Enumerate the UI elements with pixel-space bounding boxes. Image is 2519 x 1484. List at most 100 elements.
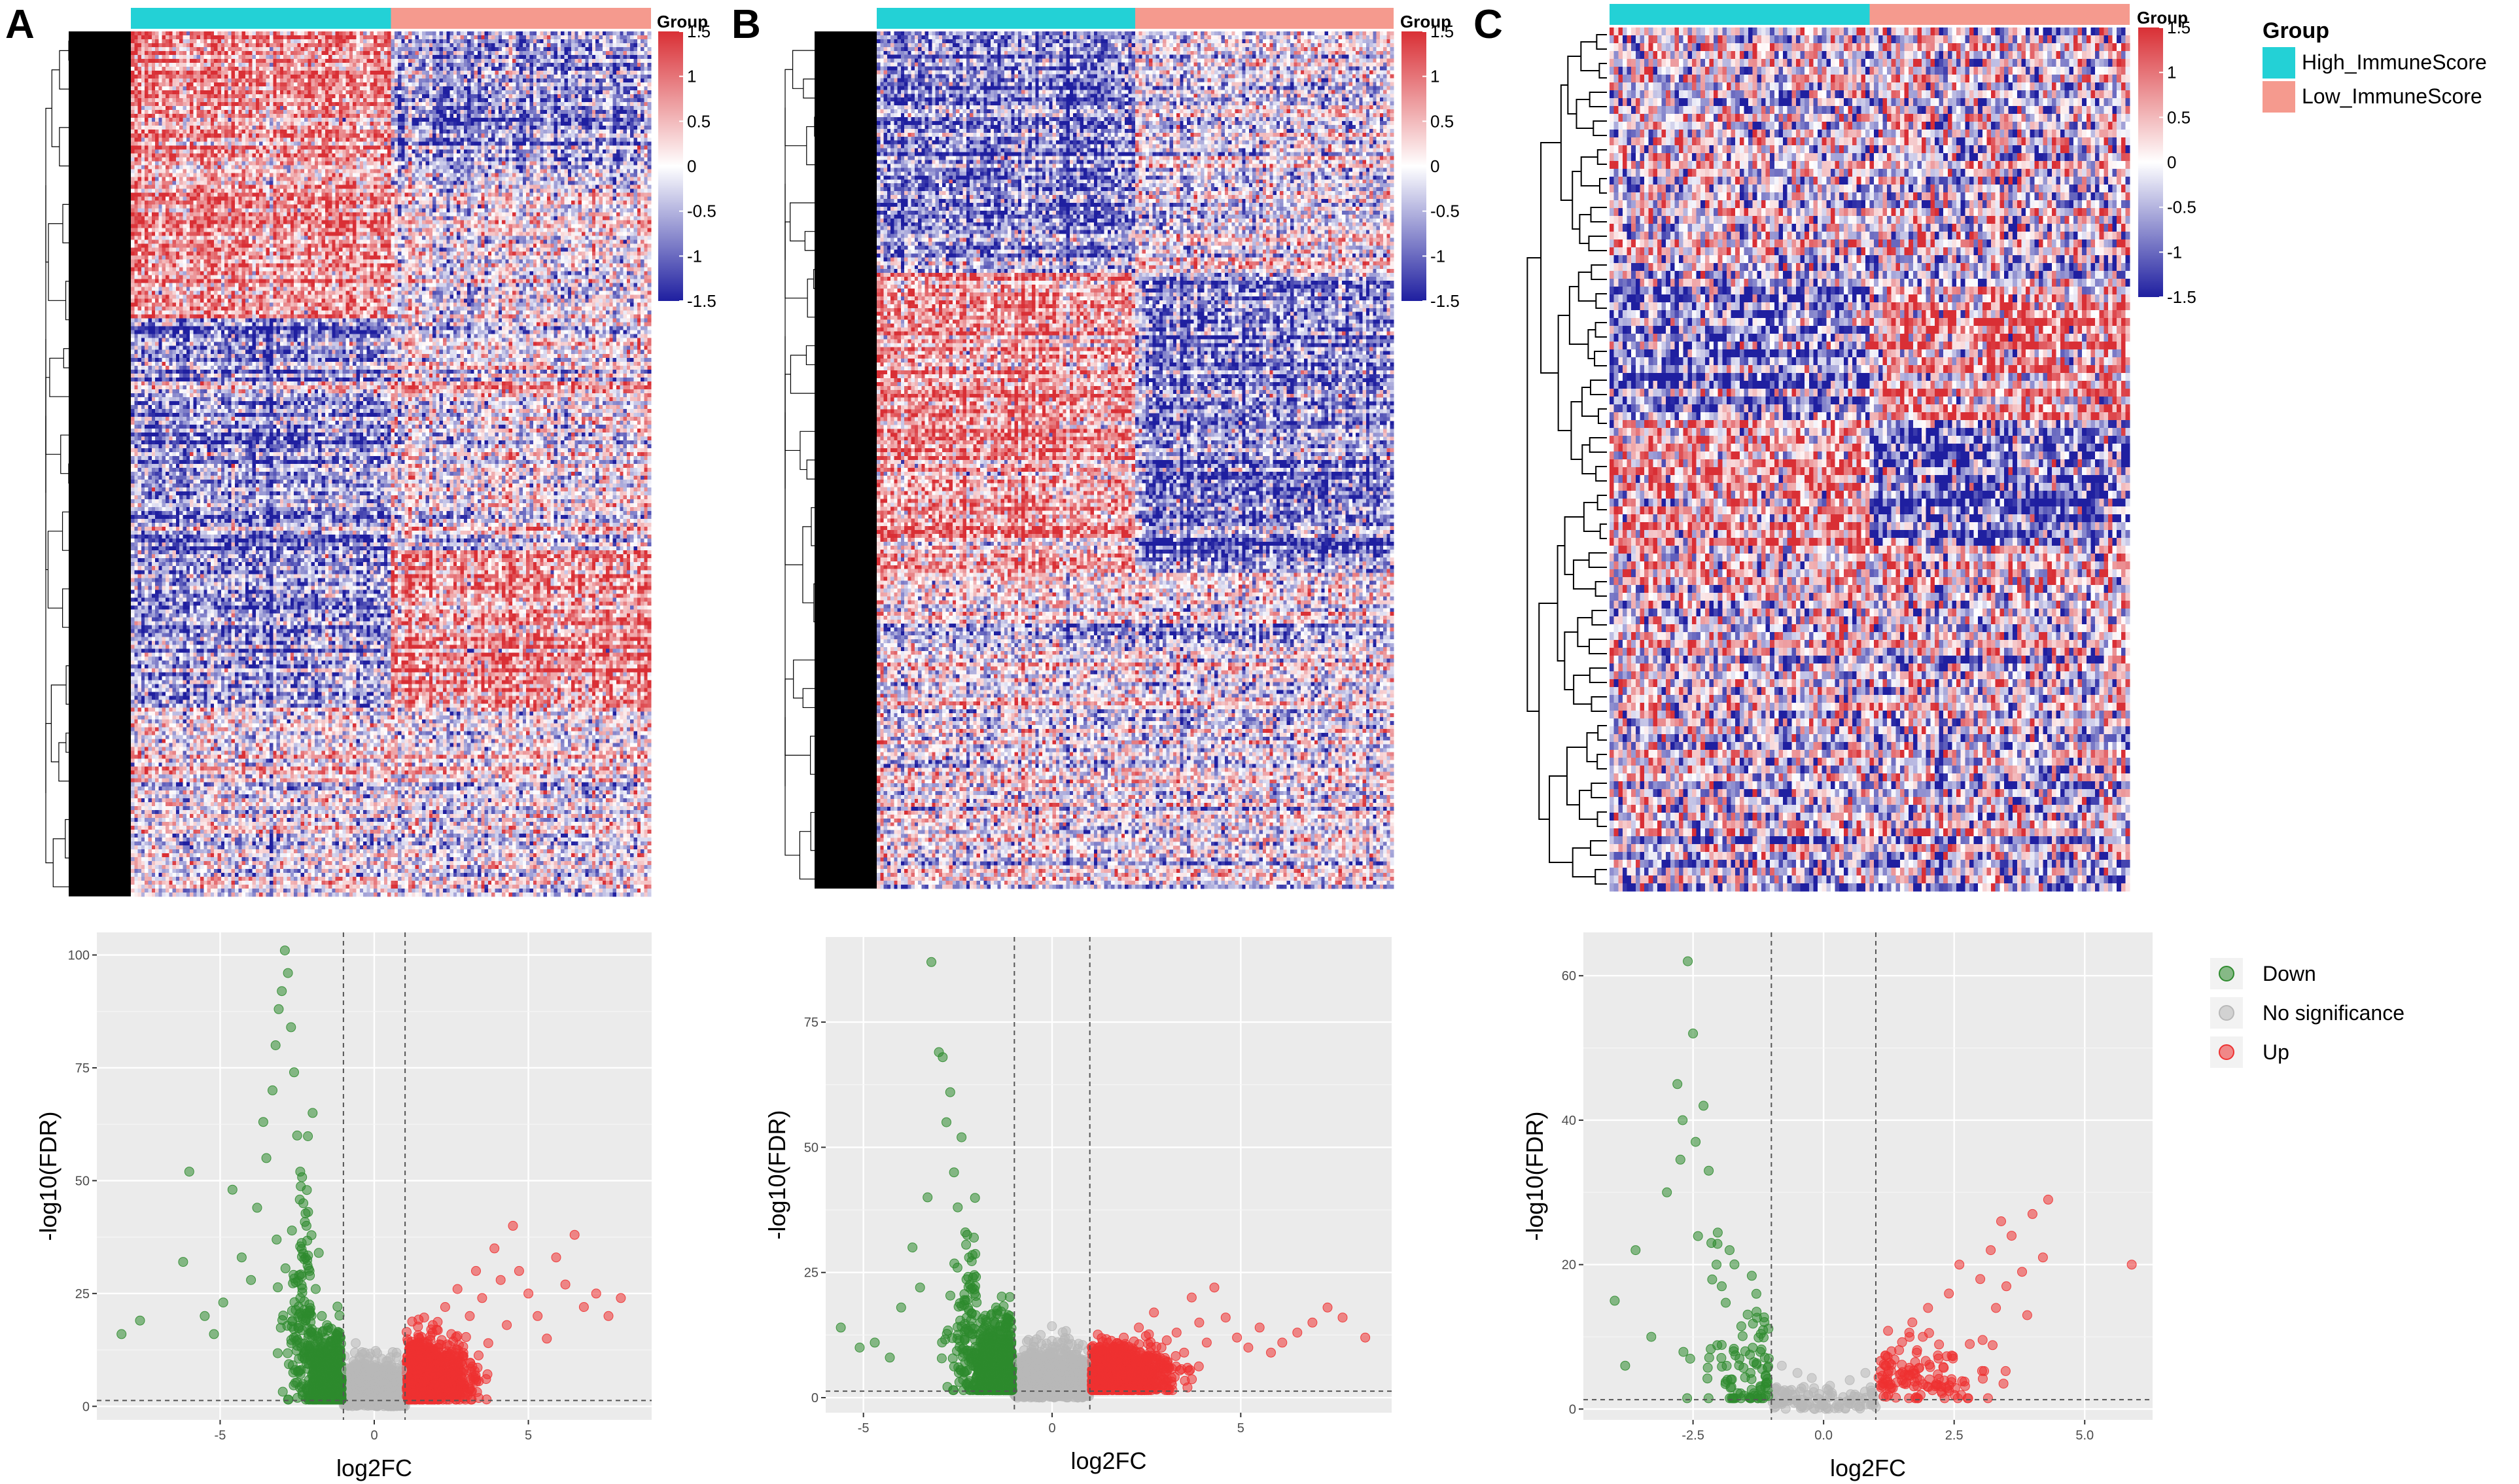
up-point — [453, 1284, 462, 1294]
down-point — [219, 1298, 228, 1307]
down-point — [209, 1330, 219, 1339]
down-point — [302, 1314, 311, 1323]
colorbar-tick-label: -0.5 — [1430, 202, 1460, 221]
y-tick-label: 25 — [75, 1287, 90, 1301]
down-point — [253, 1203, 262, 1212]
up-point — [415, 1365, 424, 1374]
down-point — [989, 1317, 998, 1326]
up-point — [502, 1320, 512, 1330]
y-tick-label: 50 — [75, 1174, 90, 1188]
down-point — [287, 1023, 296, 1032]
down-point — [237, 1253, 246, 1262]
x-tick-label: -5 — [215, 1428, 226, 1443]
down-point — [300, 1255, 309, 1264]
no-significance-point — [357, 1348, 366, 1357]
up-point — [472, 1266, 481, 1275]
colorbar-tick-label: 1.5 — [687, 22, 711, 41]
up-point — [459, 1366, 468, 1375]
down-point — [297, 1343, 306, 1352]
down-point — [297, 1245, 306, 1254]
down-point — [258, 1118, 268, 1127]
up-point — [524, 1289, 533, 1298]
down-point — [323, 1356, 332, 1366]
up-point — [454, 1352, 463, 1361]
down-point — [308, 1332, 317, 1341]
up-point — [483, 1369, 492, 1379]
colorbar-tick-label: -1.5 — [687, 291, 716, 311]
up-point — [416, 1356, 425, 1366]
up-point — [459, 1394, 468, 1403]
down-point — [277, 987, 287, 996]
group-bar-high — [1610, 4, 1870, 25]
down-point — [292, 1131, 302, 1140]
group-bar-low — [1135, 8, 1394, 29]
no-significance-point — [1036, 1330, 1046, 1339]
down-point — [970, 1193, 979, 1203]
up-point — [434, 1348, 444, 1357]
no-significance-point — [382, 1356, 391, 1366]
up-point — [465, 1311, 474, 1320]
no-significance-point — [371, 1347, 380, 1356]
down-point — [970, 1233, 979, 1243]
up-point — [407, 1347, 416, 1356]
down-point — [1005, 1292, 1014, 1301]
colorbar-tick-label: 1.5 — [1430, 22, 1454, 41]
down-point — [937, 1354, 946, 1363]
down-point — [247, 1275, 256, 1284]
up-point — [410, 1375, 419, 1384]
down-point — [948, 1354, 957, 1363]
down-point — [296, 1167, 305, 1176]
no-significance-point — [1048, 1322, 1057, 1331]
up-point — [447, 1330, 456, 1339]
y-tick-label: 75 — [75, 1061, 90, 1076]
dendrogram-leaf-block — [815, 31, 877, 889]
no-significance-point — [385, 1384, 395, 1393]
down-point — [309, 1395, 319, 1404]
down-point — [974, 1366, 983, 1375]
colorbar-tick-label: 0.5 — [2167, 107, 2191, 127]
up-point — [552, 1253, 561, 1262]
heatmap-cells — [1610, 27, 2130, 892]
down-point — [298, 1288, 307, 1297]
up-point — [478, 1294, 487, 1303]
down-point — [228, 1185, 237, 1194]
no-significance-point — [391, 1375, 400, 1384]
no-significance-point — [1019, 1346, 1029, 1355]
down-point — [959, 1375, 968, 1385]
down-point — [966, 1315, 976, 1324]
no-significance-point — [1042, 1339, 1051, 1348]
group-legend-label: High_ImmuneScore — [2302, 50, 2487, 74]
up-point — [570, 1230, 579, 1239]
down-point — [955, 1336, 964, 1345]
down-point — [957, 1366, 966, 1375]
up-point — [533, 1311, 542, 1320]
down-point — [283, 1349, 292, 1358]
group-legend-swatch — [2263, 81, 2295, 113]
no-significance-point — [362, 1363, 372, 1372]
down-point — [949, 1386, 959, 1395]
down-point — [291, 1379, 300, 1388]
colorbar-tick-label: 1 — [687, 67, 696, 86]
y-tick-label: 100 — [68, 948, 90, 963]
y-axis-label: -log10(FDR) — [35, 1111, 62, 1241]
group-bar-low — [391, 8, 652, 29]
up-point — [490, 1244, 499, 1253]
panel-letter-c: C — [1473, 2, 1503, 47]
down-point — [998, 1335, 1008, 1344]
colorbar-tick-label: -1 — [1430, 246, 1445, 266]
down-point — [328, 1337, 338, 1346]
group-legend-swatch — [2263, 47, 2295, 79]
colorbar-tick-label: -1.5 — [1430, 291, 1460, 311]
down-point — [311, 1379, 321, 1388]
colorbar-tick-label: -1.5 — [2167, 287, 2196, 307]
down-point — [316, 1350, 325, 1359]
down-point — [299, 1199, 308, 1208]
no-significance-point — [388, 1348, 397, 1357]
down-point — [300, 1354, 309, 1363]
no-significance-point — [1021, 1377, 1030, 1386]
down-point — [963, 1349, 972, 1358]
down-point — [271, 1041, 280, 1050]
